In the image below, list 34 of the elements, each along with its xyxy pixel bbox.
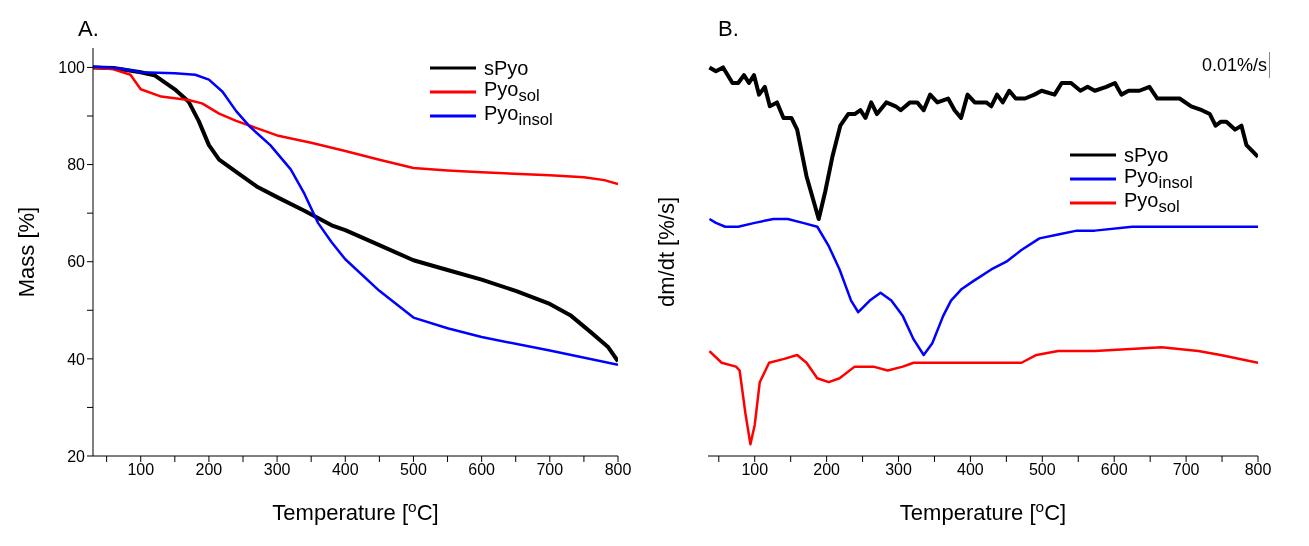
x-tick-label: 400	[331, 461, 359, 479]
y-axis-title: Mass [%]	[14, 206, 39, 298]
x-tick-label: 700	[536, 461, 564, 479]
x-axis-title: Temperature [$^{o}$C]	[899, 497, 1067, 525]
x-axis-title: Temperature [$^{o}$C]	[272, 497, 439, 525]
x-tick-label: 600	[1100, 461, 1128, 479]
y-tick-label: 60	[67, 253, 86, 271]
chart-title: B.	[718, 16, 739, 42]
x-tick-label: 300	[263, 461, 291, 479]
x-tick-label: 100	[741, 461, 769, 479]
legend-label: Pyo$_{sol}$	[484, 78, 540, 105]
y-tick-label: 80	[67, 156, 86, 174]
y-tick-label: 20	[67, 447, 86, 465]
x-tick-label: 500	[400, 461, 427, 479]
y-axis-title: dm/dt [%/s]	[654, 196, 679, 308]
chart-title: A.	[78, 16, 99, 42]
legend-label: sPyo	[484, 56, 529, 80]
x-tick-label: 700	[1172, 461, 1200, 479]
x-tick-label: 200	[813, 461, 841, 479]
legend-label: Pyo$_{insol}$	[484, 102, 553, 130]
x-tick-label: 800	[604, 461, 632, 479]
x-tick-label: 300	[885, 461, 912, 479]
y-tick-label: 100	[58, 59, 86, 77]
legend-label: Pyo$_{sol}$	[1124, 189, 1180, 217]
x-tick-label: 100	[127, 461, 155, 479]
x-tick-label: 800	[1244, 461, 1272, 479]
annotation: 0.01%/s	[1201, 54, 1267, 76]
x-tick-label: 400	[957, 461, 984, 479]
y-tick-label: 40	[67, 350, 86, 368]
x-tick-label: 600	[468, 461, 496, 479]
legend-label: sPyo	[1124, 143, 1169, 167]
legend-label: Pyo$_{insol}$	[1124, 165, 1193, 192]
x-tick-label: 500	[1028, 461, 1056, 479]
x-tick-label: 200	[195, 461, 223, 479]
